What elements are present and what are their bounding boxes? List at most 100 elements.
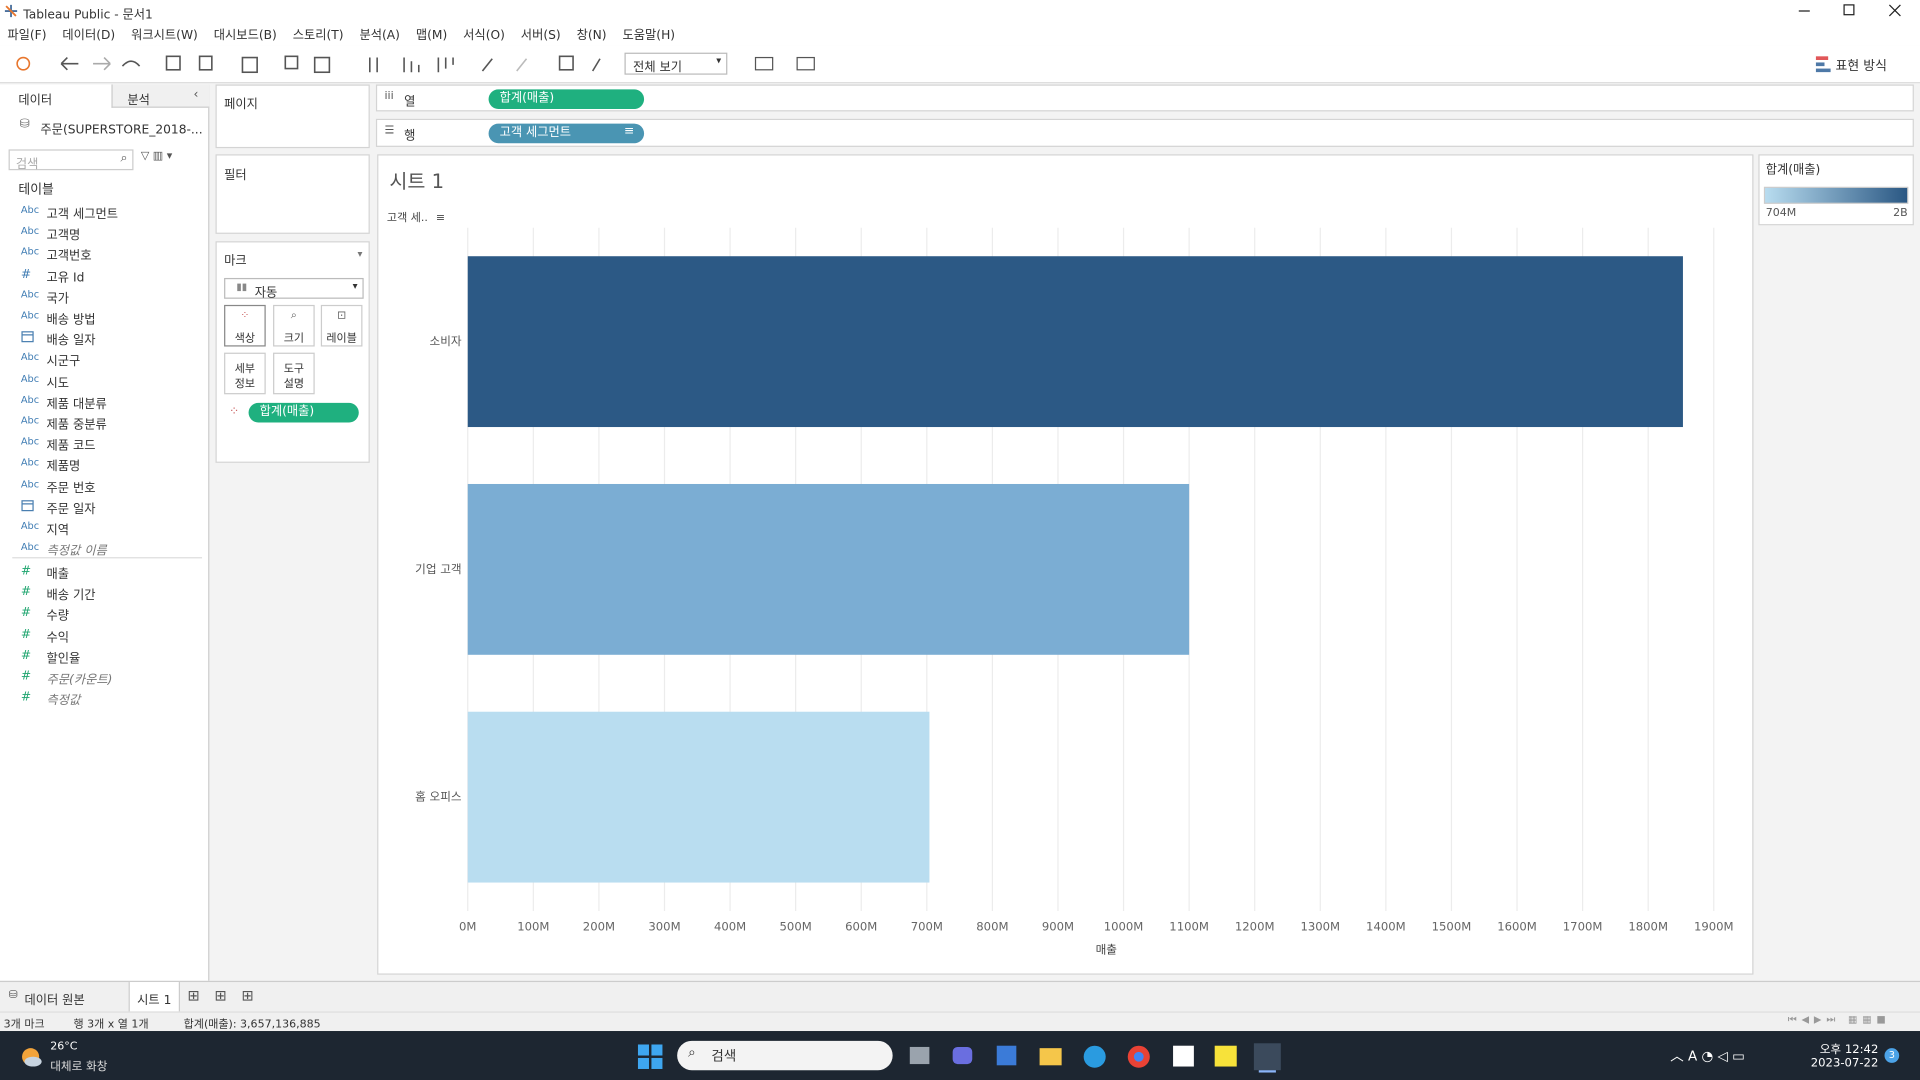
field-type-icon: Abc [20, 372, 40, 384]
field[interactable]: Abc 시군구 [0, 348, 208, 369]
field-type-icon: # [20, 606, 32, 621]
field[interactable]: Abc 고객 세그먼트 [0, 201, 208, 221]
toolbar-icons-right[interactable] [752, 53, 825, 77]
field[interactable]: Abc 제품 대분류 [0, 390, 208, 412]
field[interactable]: # 할인율 [0, 645, 208, 666]
mark-type-dropdown[interactable]: 자동 ▮▮ ▾ [224, 277, 364, 300]
x-tick-label: 0M [459, 919, 476, 933]
field-name: 제품 중분류 [46, 418, 107, 433]
field-name: 지역 [46, 524, 70, 538]
field-name: 제품 코드 [46, 439, 96, 454]
menu-item[interactable]: 맵(M) [415, 29, 448, 43]
field[interactable]: # 배송 기간 [0, 582, 208, 603]
notification-badge[interactable]: 3 [1884, 1048, 1900, 1063]
field[interactable]: # 주문(카운트) [0, 666, 208, 687]
collapse-button[interactable]: ‹ [193, 88, 199, 102]
menu-item[interactable]: 창(N) [576, 29, 607, 43]
taskbar-apps[interactable] [906, 1041, 1286, 1073]
field-name: 고객명 [46, 229, 81, 243]
field[interactable]: 배송 일자 [0, 327, 208, 348]
status-text: 합계(매출): 3,657,136,885 [183, 1018, 321, 1032]
data-tab[interactable]: 데이터 [18, 94, 53, 108]
field-name: 배송 방법 [46, 313, 96, 327]
field[interactable]: Abc 국가 [0, 285, 208, 306]
data-source[interactable]: 주문(SUPERSTORE_2018-... [40, 123, 203, 138]
marks-pill[interactable]: 합계(매출) [248, 402, 359, 423]
field[interactable]: Abc 주문 번호 [0, 475, 208, 495]
view-fit-label: 전체 보기 [633, 61, 683, 75]
date-icon-frame [21, 331, 34, 343]
rows-pill[interactable]: 고객 세그먼트 ≡ [488, 123, 645, 144]
title-bar [0, 0, 1920, 23]
field-type-icon: Abc [20, 309, 40, 321]
field-type-icon: # [20, 627, 32, 642]
menu-item[interactable]: 대시보드(B) [213, 29, 277, 43]
field[interactable]: # 수익 [0, 624, 208, 645]
start-button[interactable] [637, 1043, 664, 1070]
pages-card[interactable]: 페이지 [215, 84, 370, 149]
field[interactable]: # 수량 [0, 603, 208, 624]
marks-card: 마크 ▾ 자동 ▮▮ ▾ ⁘ 색상 ⌕ 크기 ⊡ 레이블 세부 정보 도구 설명 ⁘ 합계(매출) [215, 241, 370, 463]
marks-menu-arrow[interactable]: ▾ [357, 248, 363, 260]
field[interactable]: Abc 지역 [0, 517, 208, 537]
menu-item[interactable]: 도움말(H) [622, 29, 676, 43]
menu-item[interactable]: 분석(A) [359, 29, 400, 43]
sheet-tab[interactable]: 시트 1 [128, 982, 180, 1012]
mark-button[interactable]: ⁘ 색상 [224, 304, 266, 347]
field[interactable]: # 측정값 [0, 687, 208, 708]
mark-button-icon: ⊡ [337, 309, 347, 323]
field[interactable]: Abc 고객번호 [0, 243, 208, 264]
menu-item[interactable]: 데이터(D) [62, 29, 116, 43]
x-tick-label: 1700M [1563, 919, 1603, 933]
mark-button[interactable]: ⌕ 크기 [273, 304, 315, 347]
field[interactable]: Abc 시도 [0, 369, 208, 390]
menu-item[interactable]: 서식(O) [463, 29, 505, 43]
x-axis-title: 매출 [1096, 943, 1118, 957]
field-name: 제품 대분류 [46, 397, 107, 412]
rows-icon: ☰ [384, 124, 395, 138]
tray-icons[interactable]: ︿ A ◔ ◁ ▭ [1670, 1048, 1745, 1065]
field-type-icon: # [20, 648, 32, 663]
filters-card[interactable]: 필터 [215, 154, 370, 234]
menu-item[interactable]: 파일(F) [7, 29, 47, 43]
x-tick-label: 200M [583, 919, 615, 933]
filter-icons[interactable]: ▽ ▥ ▾ [140, 150, 173, 163]
legend-min-label: 704M [1766, 206, 1797, 219]
toolbar [0, 45, 1920, 84]
taskbar: 26°C 대체로 화창 검색 ⌕ ︿ A ◔ ◁ ▭ 오후 12:42 2023-… [0, 1031, 1920, 1080]
field-type-icon: Abc [20, 541, 40, 553]
field[interactable]: 주문 일자 [0, 496, 208, 516]
toolbar-icons[interactable] [10, 51, 745, 78]
source-icon: ⛁ [19, 117, 30, 132]
menu-item[interactable]: 워크시트(W) [131, 29, 198, 43]
field[interactable]: Abc 제품 중분류 [0, 411, 208, 433]
mark-button[interactable]: ⊡ 레이블 [320, 304, 363, 347]
window-controls[interactable] [1788, 0, 1920, 22]
taskbar-search[interactable]: 검색 ⌕ [677, 1040, 893, 1071]
field-name: 고객 세그먼트 [46, 208, 119, 222]
mark-button[interactable]: 세부 정보 [224, 352, 266, 395]
view-fit-dropdown[interactable]: 전체 보기 ▾ [624, 52, 728, 75]
menu-item[interactable]: 스토리(T) [292, 29, 344, 43]
field[interactable]: # 고유 Id [0, 264, 208, 285]
search-icon: ⌕ [120, 151, 128, 166]
analysis-tab[interactable]: 분석 [111, 84, 210, 108]
field[interactable]: # 매출 [0, 561, 208, 581]
sort-icon: ≡ [436, 211, 445, 224]
field-name: 제품명 [46, 460, 81, 475]
status-nav[interactable]: ⏮◀▶⏭ ▦▦■ [1787, 1013, 1891, 1025]
menu-item[interactable]: 서버(S) [520, 29, 561, 43]
data-source-tab[interactable]: 데이터 원본 [24, 994, 85, 1008]
field[interactable]: Abc 배송 방법 [0, 306, 208, 327]
show-me-button[interactable]: 표현 방식 [1835, 58, 1887, 74]
field[interactable]: Abc 제품 코드 [0, 432, 208, 454]
mark-button[interactable]: 도구 설명 [273, 352, 315, 395]
columns-pill[interactable]: 합계(매출) [488, 89, 645, 109]
field[interactable]: Abc 고객명 [0, 222, 208, 243]
field[interactable]: Abc 측정값 이름 [0, 538, 208, 558]
bar [467, 256, 1683, 428]
field[interactable]: Abc 제품명 [0, 454, 208, 474]
new-sheet-buttons[interactable]: ⊞⊞⊞ [187, 986, 269, 1005]
search-box[interactable]: 검색 ⌕ [8, 149, 134, 171]
